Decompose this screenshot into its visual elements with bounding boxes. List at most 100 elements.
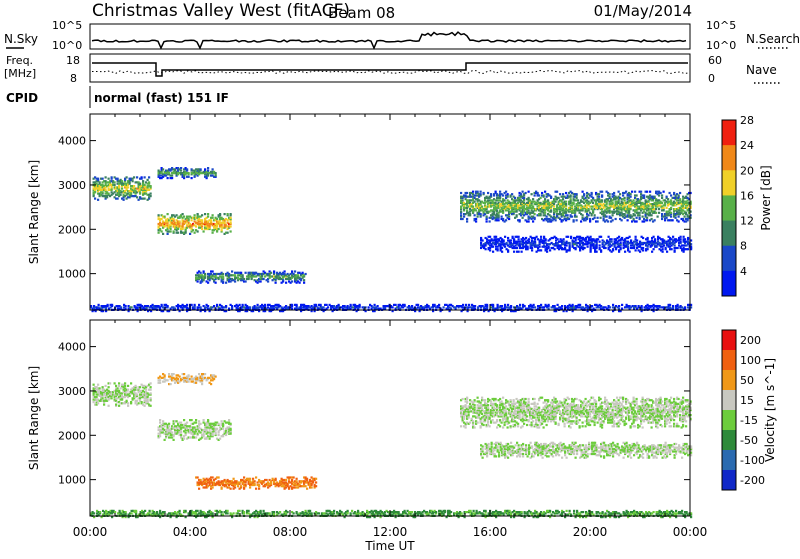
- echo-cell: [563, 238, 565, 240]
- echo-cell: [540, 197, 542, 199]
- echo-cell: [267, 280, 269, 282]
- echo-cell: [99, 387, 101, 389]
- echo-cell: [498, 219, 500, 221]
- echo-cell: [171, 431, 173, 433]
- y-tick-label: 2000: [58, 223, 86, 236]
- echo-cell: [661, 213, 663, 215]
- echo-cell: [222, 428, 224, 430]
- echo-cell: [171, 175, 173, 177]
- echo-cell: [231, 270, 233, 272]
- echo-cell: [111, 304, 113, 306]
- echo-cell: [680, 241, 682, 243]
- y-tick-label: 4000: [58, 135, 86, 148]
- echo-cell: [159, 422, 161, 424]
- nave-label: Nave: [746, 63, 777, 77]
- echo-cell: [159, 435, 161, 437]
- echo-cell: [561, 308, 563, 310]
- echo-cell: [327, 306, 329, 308]
- echo-cell: [188, 172, 190, 174]
- echo-cell: [678, 216, 680, 218]
- echo-cell: [159, 419, 161, 421]
- echo-cell: [194, 426, 196, 428]
- echo-cell: [679, 192, 681, 194]
- echo-cell: [543, 194, 545, 196]
- echo-cell: [528, 238, 530, 240]
- echo-cell: [466, 209, 468, 211]
- echo-cell: [434, 304, 436, 306]
- echo-cell: [174, 308, 176, 310]
- echo-cell: [127, 186, 129, 188]
- echo-cell: [180, 422, 182, 424]
- echo-cell: [221, 420, 223, 422]
- echo-cell: [215, 172, 217, 174]
- date-label: 01/May/2014: [594, 2, 692, 20]
- echo-cell: [320, 304, 322, 306]
- echo-cell: [609, 196, 611, 198]
- echo-cell: [531, 193, 533, 195]
- echo-cell: [633, 218, 635, 220]
- nsky-label: N.Sky: [4, 32, 38, 46]
- echo-cell: [475, 209, 477, 211]
- nave-trace: [92, 71, 688, 74]
- echo-cell: [465, 304, 467, 306]
- freq-unit-label: [MHz]: [4, 67, 36, 80]
- echo-cell: [573, 202, 575, 204]
- nsky-tick-bottom-left: 10^0: [52, 39, 82, 52]
- echo-cell: [630, 196, 632, 198]
- echo-cell: [191, 219, 193, 221]
- echo-cell: [186, 304, 188, 306]
- echo-cell: [505, 191, 507, 193]
- echo-cell: [481, 206, 483, 208]
- echo-cell: [519, 304, 521, 306]
- echo-cell: [597, 238, 599, 240]
- echo-cell: [466, 192, 468, 194]
- echo-cell: [545, 238, 547, 240]
- echo-cell: [490, 193, 492, 195]
- echo-cell: [130, 382, 132, 384]
- echo-cell: [224, 213, 226, 215]
- echo-cell: [588, 214, 590, 216]
- echo-cell: [565, 201, 567, 203]
- echo-cell: [299, 282, 301, 284]
- echo-cell: [159, 379, 161, 381]
- echo-cell: [212, 217, 214, 219]
- echo-cell: [227, 213, 229, 215]
- echo-cell: [531, 249, 533, 251]
- echo-cell: [303, 282, 305, 284]
- echo-cell: [109, 382, 111, 384]
- echo-cell: [173, 218, 175, 220]
- echo-cell: [117, 198, 119, 200]
- echo-cell: [655, 212, 657, 214]
- echo-cell: [204, 273, 206, 275]
- echo-cell: [443, 306, 445, 308]
- echo-cell: [591, 192, 593, 194]
- echo-cell: [670, 199, 672, 201]
- echo-cell: [326, 304, 328, 306]
- echo-cell: [161, 230, 163, 232]
- echo-cell: [569, 242, 571, 244]
- echo-cell: [672, 219, 674, 221]
- echo-cell: [612, 219, 614, 221]
- echo-cell: [291, 308, 293, 310]
- echo-cell: [303, 279, 305, 281]
- echo-cell: [537, 192, 539, 194]
- echo-cell: [194, 214, 196, 216]
- echo-cell: [511, 193, 513, 195]
- echo-cell: [203, 419, 205, 421]
- echo-cell: [629, 251, 631, 253]
- echo-cell: [207, 216, 209, 218]
- echo-cell: [185, 431, 187, 433]
- echo-cell: [516, 247, 518, 249]
- echo-cell: [132, 180, 134, 182]
- echo-cell: [282, 279, 284, 281]
- echo-cell: [504, 304, 506, 306]
- echo-cell: [646, 219, 648, 221]
- echo-cell: [522, 191, 524, 193]
- echo-cell: [138, 402, 140, 404]
- echo-cell: [508, 216, 510, 218]
- echo-cell: [504, 236, 506, 238]
- freq-tick-top: 18: [66, 54, 80, 67]
- echo-cell: [635, 249, 637, 251]
- echo-cell: [249, 306, 251, 308]
- colorbar-segment: [722, 120, 736, 146]
